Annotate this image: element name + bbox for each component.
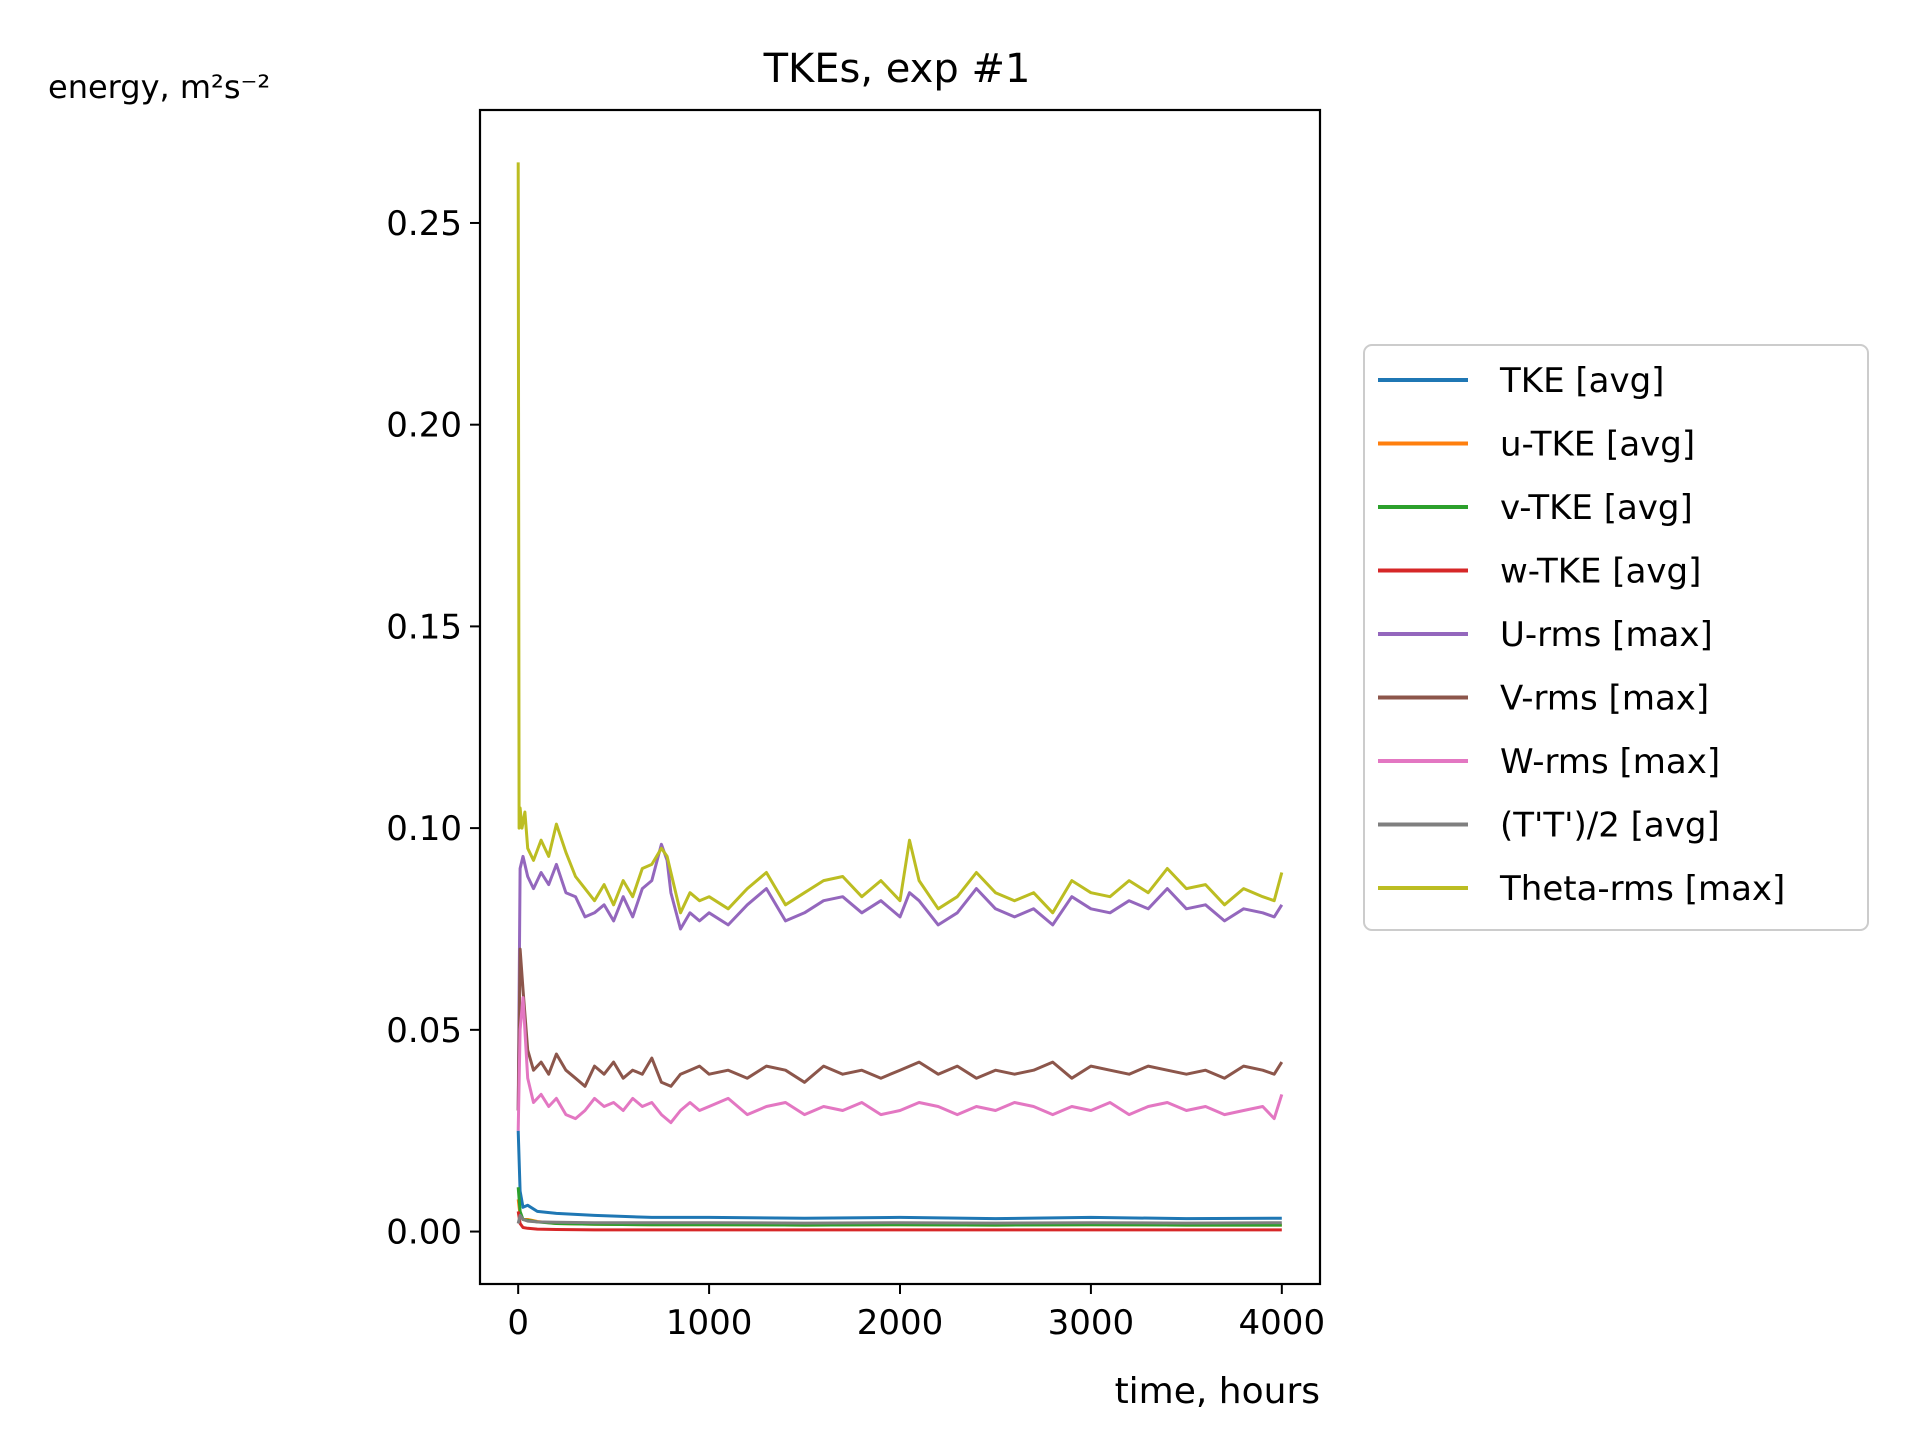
legend-label: Theta-rms [max] xyxy=(1499,869,1785,909)
legend-label: W-rms [max] xyxy=(1500,742,1720,782)
x-axis-label: time, hours xyxy=(1115,1371,1320,1412)
legend-box xyxy=(1363,344,1869,931)
x-tick-label: 1000 xyxy=(666,1303,753,1343)
y-tick-label: 0.25 xyxy=(386,204,462,244)
series-line-4 xyxy=(516,842,1284,1111)
series-layer xyxy=(516,162,1284,1232)
x-tick-label: 3000 xyxy=(1048,1303,1135,1343)
y-tick-label: 0.20 xyxy=(386,406,462,446)
series-line-6 xyxy=(516,996,1284,1131)
x-axis-ticks: 0 1000 2000 3000 4000 xyxy=(507,1284,1325,1343)
chart-title: TKEs, exp #1 xyxy=(763,46,1031,92)
x-tick-label: 2000 xyxy=(857,1303,944,1343)
x-tick-label: 4000 xyxy=(1239,1303,1326,1343)
series-line-8 xyxy=(516,162,1284,915)
series-line-7 xyxy=(516,1213,1282,1225)
legend-label: v-TKE [avg] xyxy=(1500,488,1693,528)
y-axis-ticks: 0.00 0.05 0.10 0.15 0.20 0.25 xyxy=(386,204,480,1253)
legend-label: TKE [avg] xyxy=(1499,361,1664,401)
legend: TKE [avg] u-TKE [avg] v-TKE [avg] w-TKE [av… xyxy=(1363,344,1869,931)
legend-label: w-TKE [avg] xyxy=(1500,552,1701,592)
y-tick-label: 0.10 xyxy=(386,809,462,849)
legend-items: TKE [avg] u-TKE [avg] v-TKE [avg] w-TKE [av… xyxy=(1378,361,1785,909)
y-tick-label: 0.00 xyxy=(386,1213,462,1253)
y-tick-label: 0.15 xyxy=(386,607,462,647)
plot-area-frame xyxy=(478,108,1322,1286)
legend-label: u-TKE [avg] xyxy=(1500,425,1695,465)
series-line-3 xyxy=(516,1211,1282,1232)
legend-label: (T'T')/2 [avg] xyxy=(1500,806,1720,846)
y-axis-label: energy, m²s⁻² xyxy=(48,68,270,106)
legend-label: U-rms [max] xyxy=(1500,615,1713,655)
series-line-0 xyxy=(516,1130,1282,1221)
x-tick-label: 0 xyxy=(507,1303,529,1343)
legend-label: V-rms [max] xyxy=(1500,679,1709,719)
series-line-5 xyxy=(516,947,1284,1111)
y-tick-label: 0.05 xyxy=(386,1011,462,1051)
